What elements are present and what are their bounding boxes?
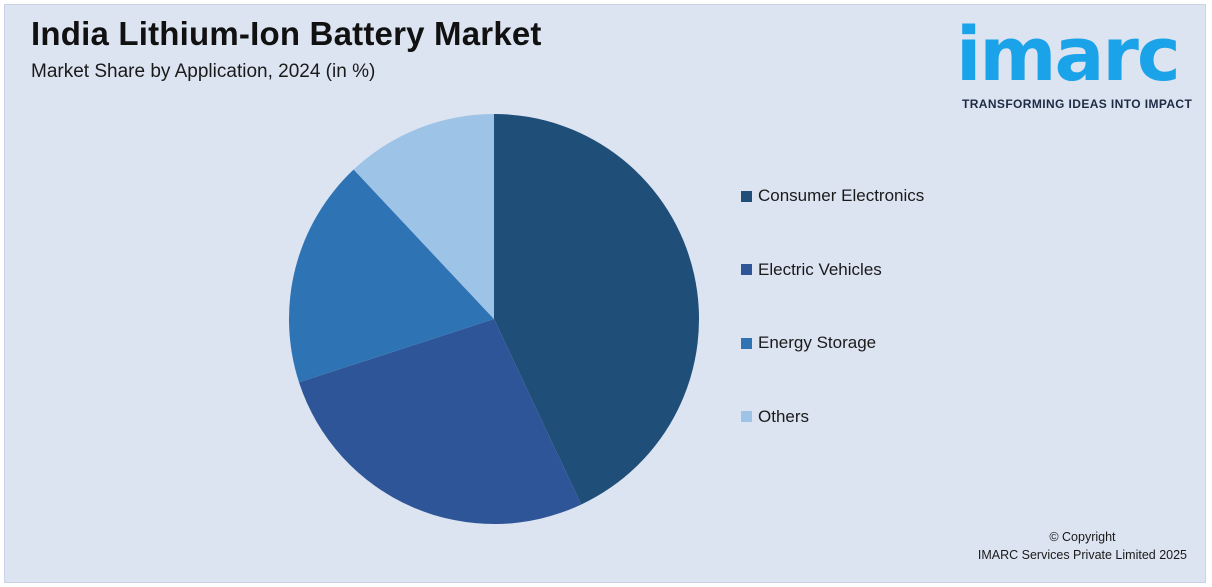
legend-swatch (741, 264, 752, 275)
legend-label: Electric Vehicles (758, 259, 882, 279)
legend-swatch (741, 337, 752, 349)
legend-swatch (741, 190, 752, 202)
legend-label: Others (758, 406, 810, 426)
legend-label: Energy Storage (758, 333, 877, 352)
legend-label: Consumer Electronics (758, 186, 925, 205)
chart-subtitle: Market Share by Application, 2024 (in %) (31, 61, 376, 82)
pie-slice-energy-storage (289, 169, 494, 383)
legend-item: Electric Vehicles (741, 259, 882, 281)
pie-slice-electric-vehicles (299, 319, 582, 524)
logo-tagline: TRANSFORMING IDEAS INTO IMPACT (962, 97, 1193, 111)
pie-slice-consumer-electronics (494, 114, 700, 505)
imarc-logo: imarc TRANSFORMING IDEAS INTO IMPACT (956, 10, 1196, 120)
copyright-line-2: IMARC Services Private Limited 2025 (977, 548, 1187, 562)
legend-item: Consumer Electronics (741, 185, 924, 207)
pie-slice-others (353, 114, 494, 319)
logo-wordmark: imarc (956, 12, 1181, 98)
copyright-line-1: © Copyright (1049, 530, 1116, 544)
legend-item: Energy Storage (741, 332, 876, 354)
copyright-notice: © Copyright IMARC Services Private Limit… (978, 528, 1187, 564)
legend-swatch (741, 411, 752, 422)
chart-title: India Lithium-Ion Battery Market (31, 15, 542, 52)
legend-item: Others (741, 406, 809, 428)
